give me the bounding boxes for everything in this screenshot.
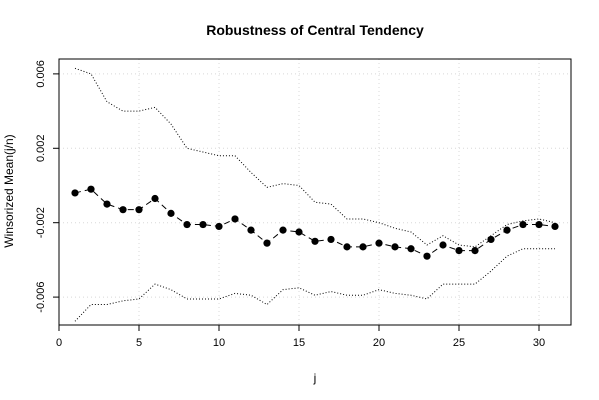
axes: 0 5 10 15 20 25 30 -0.006 -0.002 0.002 0.006 (35, 58, 572, 349)
chart-title: Robustness of Central Tendency (206, 22, 424, 38)
data-point (231, 215, 239, 223)
x-tick-label: 15 (293, 337, 305, 349)
data-point (151, 194, 159, 203)
x-tick-label: 25 (453, 337, 465, 349)
y-tick-label: 0.006 (35, 60, 47, 88)
data-point (119, 206, 127, 214)
data-point (407, 245, 415, 253)
x-tick-label: 10 (213, 337, 225, 349)
data-point (471, 246, 479, 255)
x-tick-label: 0 (56, 337, 62, 349)
data-point (71, 189, 79, 197)
data-point (87, 185, 95, 193)
series-layer (71, 67, 559, 322)
series-band-line-2 (74, 248, 555, 322)
data-point (295, 228, 303, 236)
data-point (535, 220, 543, 229)
x-tick-label: 20 (373, 337, 385, 349)
data-point (503, 226, 511, 234)
data-point (455, 246, 463, 255)
data-point (103, 200, 111, 208)
grid-lines (58, 59, 571, 325)
data-point (215, 222, 223, 231)
data-point (343, 243, 351, 251)
data-point (487, 235, 495, 244)
x-tick-label: 5 (136, 337, 142, 349)
x-axis-label: j (313, 371, 317, 385)
data-point (359, 243, 367, 251)
y-tick-label: -0.002 (35, 207, 47, 238)
data-point (327, 235, 335, 244)
data-point (311, 237, 319, 245)
x-tick-label: 30 (533, 337, 545, 349)
data-point (375, 239, 383, 247)
y-tick-label: 0.002 (35, 135, 47, 163)
data-point (279, 226, 287, 234)
data-point (167, 209, 175, 217)
data-point (391, 243, 399, 251)
data-point (519, 220, 527, 229)
data-point (247, 226, 255, 234)
data-point (439, 241, 447, 249)
y-axis-label: Winsorized Mean(j/n) (2, 134, 16, 247)
data-point (183, 220, 191, 229)
data-point (263, 239, 271, 247)
data-point (135, 206, 143, 214)
y-tick-label: -0.006 (35, 281, 47, 312)
series-band-line-1 (74, 67, 556, 248)
plot-frame (58, 58, 572, 326)
data-point (551, 222, 559, 231)
data-point (423, 252, 431, 260)
data-point (199, 220, 207, 229)
